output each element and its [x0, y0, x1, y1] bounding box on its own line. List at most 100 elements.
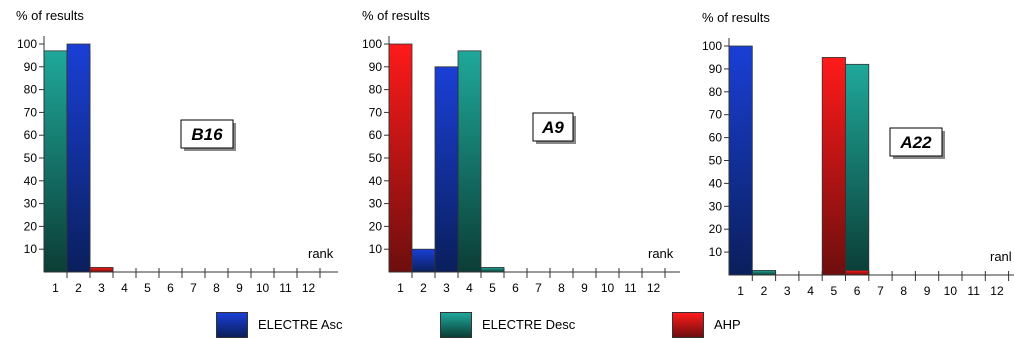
- y-axis-label: % of results: [702, 10, 770, 25]
- x-tick-label: 9: [924, 284, 931, 298]
- x-tick-label: 6: [854, 284, 861, 298]
- y-tick-label: 10: [709, 245, 723, 259]
- x-tick-label: 5: [144, 281, 151, 295]
- x-tick-label: 6: [512, 281, 519, 295]
- y-tick-label: 90: [24, 60, 38, 74]
- y-tick-label: 20: [369, 219, 383, 233]
- x-tick-label: 10: [601, 281, 615, 295]
- y-tick-label: 50: [709, 154, 723, 168]
- x-tick-label: 4: [466, 281, 473, 295]
- bar-electre-asc-rank-2: [66, 43, 91, 273]
- y-tick-label: 20: [24, 219, 38, 233]
- x-tick-label: 4: [121, 281, 128, 295]
- x-tick-label: 7: [877, 284, 884, 298]
- x-tick-label: 1: [52, 281, 59, 295]
- bar-ahp-rank-1: [388, 43, 413, 273]
- y-tick-label: 20: [709, 222, 723, 236]
- x-tick-label: 8: [558, 281, 565, 295]
- y-tick-label: 100: [17, 37, 37, 51]
- y-tick-label: 70: [709, 108, 723, 122]
- x-tick-label: 12: [990, 284, 1004, 298]
- y-tick-label: 40: [709, 176, 723, 190]
- x-tick-label: 11: [624, 281, 637, 295]
- x-tick-label: 6: [167, 281, 174, 295]
- bar-electre-asc-rank-2: [411, 248, 436, 273]
- x-tick-label: 10: [256, 281, 270, 295]
- bar-ahp-rank-3: [89, 267, 114, 273]
- x-tick-label: 2: [75, 281, 82, 295]
- y-tick-label: 90: [369, 60, 383, 74]
- legend-swatch: [216, 312, 248, 338]
- y-tick-label: 40: [369, 174, 383, 188]
- title-box: [180, 119, 234, 149]
- x-axis-label: rank: [308, 246, 334, 261]
- x-tick-label: 7: [535, 281, 542, 295]
- y-axis-label: % of results: [16, 8, 84, 23]
- y-tick-label: 90: [709, 62, 723, 76]
- y-tick-label: 30: [24, 197, 38, 211]
- y-tick-label: 10: [369, 242, 383, 256]
- x-tick-label: 7: [190, 281, 197, 295]
- x-tick-label: 11: [279, 281, 292, 295]
- legend-swatch: [440, 312, 472, 338]
- legend-swatch: [672, 312, 704, 338]
- chart-title: A22: [899, 133, 932, 152]
- x-tick-label: 9: [236, 281, 243, 295]
- y-tick-label: 50: [369, 151, 383, 165]
- legend-label: AHP: [714, 317, 741, 332]
- x-tick-label: 3: [443, 281, 450, 295]
- bar-ahp-rank-5: [821, 57, 846, 276]
- y-tick-label: 40: [24, 174, 38, 188]
- bar-electre-desc-rank-2: [751, 270, 776, 276]
- y-tick-label: 60: [709, 131, 723, 145]
- bar-ahp-rank-6: [845, 270, 870, 276]
- x-tick-label: 3: [98, 281, 105, 295]
- y-tick-label: 80: [369, 83, 383, 97]
- x-axis-label: ranl: [990, 249, 1012, 264]
- y-axis-label: % of results: [362, 8, 430, 23]
- y-tick-label: 30: [369, 197, 383, 211]
- x-tick-label: 12: [647, 281, 661, 295]
- x-tick-label: 5: [489, 281, 496, 295]
- y-tick-label: 60: [24, 128, 38, 142]
- x-tick-label: 9: [581, 281, 588, 295]
- title-box: [889, 127, 943, 157]
- x-tick-label: 8: [900, 284, 907, 298]
- y-tick-label: 100: [362, 37, 382, 51]
- chart-title: A9: [541, 118, 564, 137]
- bar-electre-desc-rank-4: [457, 50, 482, 273]
- x-tick-label: 2: [761, 284, 768, 298]
- y-tick-label: 70: [369, 105, 383, 119]
- bar-electre-desc-rank-1: [43, 50, 68, 273]
- x-tick-label: 11: [967, 284, 980, 298]
- x-tick-label: 1: [397, 281, 404, 295]
- bar-electre-desc-rank-6: [845, 63, 870, 276]
- y-tick-label: 30: [709, 199, 723, 213]
- x-tick-label: 3: [784, 284, 791, 298]
- x-tick-label: 5: [831, 284, 838, 298]
- y-tick-label: 80: [709, 85, 723, 99]
- y-tick-label: 60: [369, 128, 383, 142]
- x-tick-label: 12: [302, 281, 316, 295]
- legend-label: ELECTRE Desc: [482, 317, 576, 332]
- chart-title: B16: [191, 125, 223, 144]
- x-tick-label: 10: [944, 284, 958, 298]
- y-tick-label: 100: [702, 39, 722, 53]
- bar-electre-desc-rank-5: [480, 267, 505, 273]
- y-tick-label: 10: [24, 242, 38, 256]
- bar-electre-asc-rank-1: [728, 45, 753, 276]
- x-tick-label: 2: [420, 281, 427, 295]
- y-tick-label: 50: [24, 151, 38, 165]
- legend-label: ELECTRE Asc: [258, 317, 343, 332]
- x-tick-label: 4: [807, 284, 814, 298]
- bar-electre-asc-rank-3: [434, 66, 459, 273]
- y-tick-label: 70: [24, 105, 38, 119]
- chart-panel-a22: % of results 10 20 30 40 50 60 70 80 90 100 1 2 3 4 5 6 7…: [702, 10, 1014, 298]
- x-tick-label: 8: [213, 281, 220, 295]
- y-tick-label: 80: [24, 83, 38, 97]
- title-box: [532, 112, 574, 142]
- x-axis-label: rank: [648, 246, 674, 261]
